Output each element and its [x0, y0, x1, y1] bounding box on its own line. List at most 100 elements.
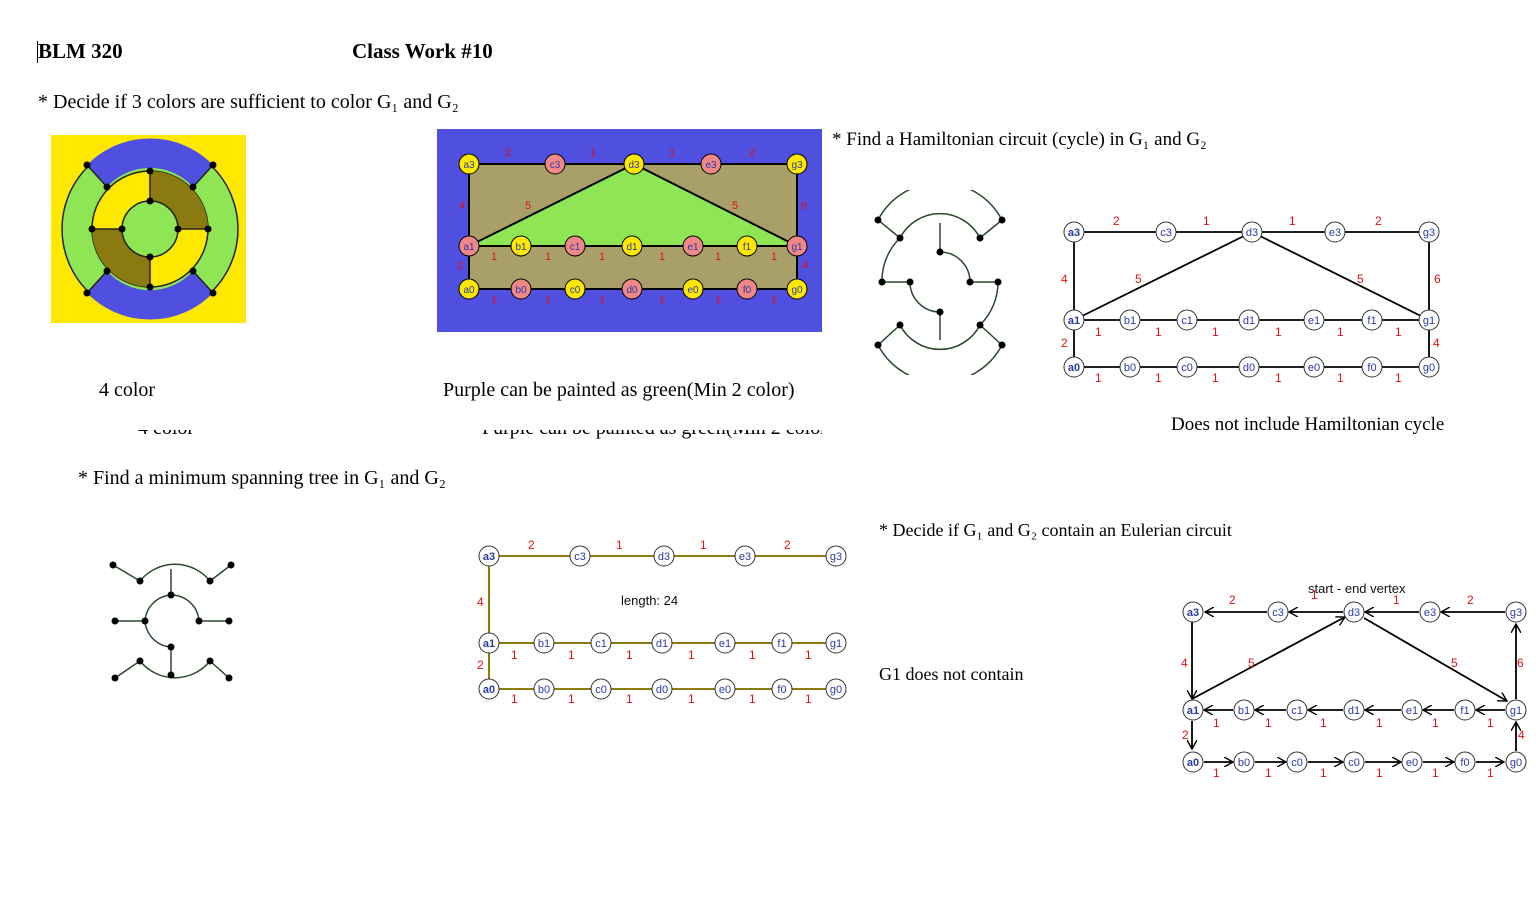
svg-text:c3: c3	[574, 551, 586, 563]
svg-text:d0: d0	[1243, 362, 1255, 374]
svg-text:1: 1	[626, 648, 633, 662]
svg-text:1: 1	[491, 294, 497, 306]
svg-text:2: 2	[749, 147, 755, 159]
svg-text:1: 1	[688, 648, 695, 662]
svg-text:1: 1	[715, 294, 721, 306]
answer-g2-coloring: Purple can be painted as green(Min 2 col…	[443, 379, 795, 401]
svg-text:1: 1	[669, 147, 675, 159]
svg-text:b0: b0	[1124, 362, 1136, 374]
svg-text:1: 1	[590, 147, 596, 159]
svg-text:a0: a0	[463, 285, 475, 296]
svg-text:e3: e3	[1329, 227, 1341, 239]
svg-text:1: 1	[1213, 716, 1220, 730]
svg-text:1: 1	[1203, 214, 1210, 228]
course-code: BLM 320	[38, 39, 123, 63]
svg-text:g3: g3	[1510, 607, 1522, 619]
svg-text:d0: d0	[656, 684, 668, 696]
svg-text:f0: f0	[777, 684, 786, 696]
svg-text:4: 4	[1061, 272, 1068, 286]
svg-text:1: 1	[749, 648, 756, 662]
svg-text:5: 5	[1357, 272, 1364, 286]
svg-text:f1: f1	[743, 242, 752, 253]
svg-text:1: 1	[1311, 588, 1318, 602]
svg-text:e1: e1	[719, 638, 731, 650]
svg-text:e1: e1	[1406, 705, 1418, 717]
svg-text:c0: c0	[1291, 757, 1303, 769]
svg-text:a0: a0	[1187, 757, 1199, 769]
svg-text:1: 1	[626, 692, 633, 705]
svg-text:4: 4	[802, 260, 808, 272]
svg-text:1: 1	[1265, 766, 1272, 780]
svg-text:1: 1	[1320, 716, 1327, 730]
svg-text:1: 1	[1212, 371, 1219, 385]
g1-hamiltonian-figure	[874, 190, 1006, 375]
svg-text:4: 4	[1433, 336, 1440, 350]
svg-text:6: 6	[1517, 656, 1524, 670]
svg-text:1: 1	[688, 692, 695, 705]
svg-text:2: 2	[1061, 336, 1068, 350]
svg-text:g1: g1	[791, 242, 803, 253]
svg-text:6: 6	[801, 200, 807, 212]
svg-text:d0: d0	[626, 285, 638, 296]
svg-text:2: 2	[477, 658, 484, 672]
svg-text:1: 1	[1487, 766, 1494, 780]
svg-text:b1: b1	[1238, 705, 1250, 717]
g1-coloring-figure	[51, 135, 246, 323]
svg-text:1: 1	[1212, 325, 1219, 339]
svg-text:2: 2	[1182, 728, 1189, 742]
svg-text:c1: c1	[1181, 315, 1193, 327]
svg-text:c1: c1	[1291, 705, 1303, 717]
svg-text:1: 1	[1393, 593, 1400, 607]
svg-text:e0: e0	[1406, 757, 1418, 769]
svg-text:b1: b1	[1124, 315, 1136, 327]
svg-text:1: 1	[1487, 716, 1494, 730]
euler-start-label: start - end vertex	[1308, 581, 1406, 596]
svg-text:5: 5	[1248, 656, 1255, 670]
svg-text:5: 5	[1135, 272, 1142, 286]
svg-text:2: 2	[505, 147, 511, 159]
svg-text:c3: c3	[550, 160, 561, 171]
svg-text:2: 2	[1113, 214, 1120, 228]
svg-text:1: 1	[511, 692, 518, 705]
page-title: Class Work #10	[352, 39, 493, 63]
svg-text:b0: b0	[1238, 757, 1250, 769]
svg-text:1: 1	[1095, 371, 1102, 385]
svg-text:e0: e0	[687, 285, 699, 296]
svg-text:a0: a0	[483, 684, 495, 696]
svg-text:1: 1	[511, 648, 518, 662]
svg-text:a1: a1	[463, 242, 475, 253]
svg-text:4: 4	[459, 200, 465, 212]
svg-text:1: 1	[1337, 371, 1344, 385]
svg-text:b1: b1	[538, 638, 550, 650]
svg-text:1: 1	[1213, 766, 1220, 780]
svg-text:2: 2	[1375, 214, 1382, 228]
svg-text:g3: g3	[1423, 227, 1435, 239]
svg-text:2: 2	[528, 538, 535, 552]
svg-text:g3: g3	[791, 160, 803, 171]
svg-text:d3: d3	[658, 551, 670, 563]
svg-text:1: 1	[545, 294, 551, 306]
svg-text:1: 1	[1155, 325, 1162, 339]
svg-text:1: 1	[715, 251, 721, 263]
svg-text:c1: c1	[570, 242, 581, 253]
svg-text:c3: c3	[1160, 227, 1172, 239]
question-coloring: * Decide if 3 colors are sufficient to c…	[38, 91, 459, 113]
svg-text:1: 1	[616, 538, 623, 552]
svg-text:g1: g1	[830, 638, 842, 650]
svg-text:1: 1	[1376, 716, 1383, 730]
g2-coloring-figure: 2 1 1 2 4 5 5 6 2 4 1 1 1 1 1 1 1 1 1 1 1 1 a3 c3 d3 e3 g3 a1…	[437, 129, 822, 332]
svg-text:1: 1	[700, 538, 707, 552]
svg-text:1: 1	[568, 648, 575, 662]
svg-text:g1: g1	[1423, 315, 1435, 327]
svg-text:1: 1	[1432, 766, 1439, 780]
svg-text:c0: c0	[1348, 757, 1360, 769]
svg-text:c0: c0	[595, 684, 607, 696]
svg-text:1: 1	[1320, 766, 1327, 780]
svg-text:g0: g0	[1510, 757, 1522, 769]
svg-text:b1: b1	[515, 242, 527, 253]
svg-text:f1: f1	[1367, 315, 1376, 327]
svg-text:1: 1	[771, 294, 777, 306]
svg-text:d3: d3	[1348, 607, 1360, 619]
mst-length-label: length: 24	[621, 593, 678, 608]
svg-text:1: 1	[805, 692, 812, 705]
